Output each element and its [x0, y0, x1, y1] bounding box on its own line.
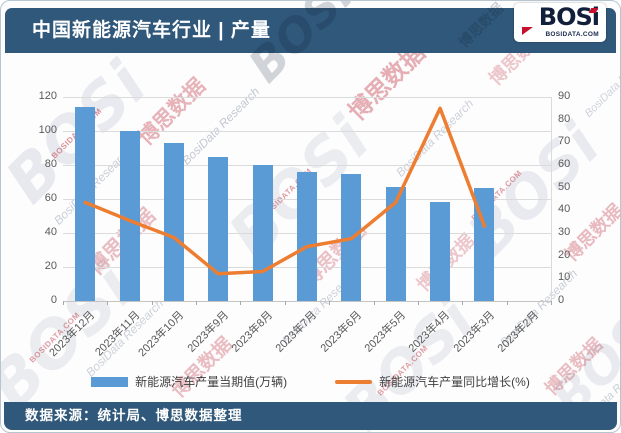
- legend-item-production: 新能源汽车产量当期值(万辆): [91, 373, 287, 390]
- x-axis-label: 2023年3月: [451, 309, 498, 355]
- legend: 新能源汽车产量当期值(万辆) 新能源汽车产量同比增长(%): [1, 373, 620, 390]
- left-axis-tick-label: 0: [50, 294, 57, 306]
- bar-item-2: [163, 142, 184, 301]
- x-axis-label: 2023年11月: [92, 309, 143, 359]
- right-axis-line: [551, 97, 552, 302]
- x-axis-tick: [373, 301, 375, 305]
- right-axis-tick-label: 30: [558, 226, 571, 238]
- logo-domain-text: BOSIDATA.COM: [545, 31, 599, 38]
- x-axis-label: 2023年12月: [47, 309, 98, 360]
- logo-red-triangle-icon: [522, 27, 533, 35]
- x-axis-tick: [240, 301, 242, 305]
- legend-item-growth: 新能源汽车产量同比增长(%): [335, 373, 530, 390]
- chart-title: 中国新能源汽车行业 | 产量: [32, 20, 271, 41]
- legend-line-swatch-icon: [335, 379, 373, 384]
- left-axis-tick-label: 100: [38, 124, 57, 136]
- footer-bar: 数据来源：统计局、博思数据整理: [4, 402, 617, 430]
- x-axis-label: 2023年10月: [136, 309, 187, 360]
- legend-bar-swatch-icon: [91, 376, 129, 387]
- x-axis-tick: [196, 301, 198, 305]
- right-axis-tick-label: 80: [558, 112, 571, 125]
- bosi-logo: BOSi BOSIDATA.COM: [514, 3, 606, 42]
- x-axis-tick: [284, 301, 286, 305]
- bar-item-3: [208, 156, 229, 301]
- gridline: [63, 131, 552, 132]
- x-axis-tick: [551, 301, 552, 305]
- bar-item-7: [385, 187, 406, 301]
- right-axis-tick-label: 20: [558, 248, 571, 261]
- x-axis-tick: [506, 301, 508, 305]
- left-axis-tick-label: 120: [38, 90, 57, 102]
- legend-label-growth: 新能源汽车产量同比增长(%): [379, 375, 530, 389]
- gridline: [63, 165, 552, 166]
- x-axis-label: 2023年4月: [407, 309, 453, 355]
- bar-item-5: [297, 171, 317, 301]
- x-axis-tick: [63, 301, 64, 305]
- bar-item-8: [430, 202, 451, 301]
- x-axis-label: 2023年9月: [185, 309, 231, 355]
- x-axis-label: 2023年7月: [273, 309, 320, 355]
- left-axis-tick-label: 20: [44, 260, 57, 272]
- bar-item-1: [119, 131, 140, 301]
- x-axis-tick: [417, 301, 419, 305]
- right-axis-tick-label: 90: [558, 90, 571, 102]
- left-axis-tick-label: 60: [44, 192, 57, 204]
- right-axis-tick-label: 0: [558, 294, 565, 306]
- x-axis-tick: [329, 301, 331, 305]
- growth-line: [83, 106, 487, 276]
- x-axis-tick: [462, 301, 464, 305]
- x-axis-label: 2023年5月: [362, 309, 409, 355]
- right-axis-tick-label: 10: [558, 271, 571, 284]
- right-axis-tick-label: 70: [558, 135, 571, 148]
- left-axis-tick-label: 40: [44, 226, 57, 238]
- x-axis-tick: [107, 301, 109, 305]
- gridline: [63, 301, 552, 302]
- gridline: [63, 97, 552, 98]
- right-axis-tick-label: 40: [558, 203, 571, 216]
- x-axis-label: 2023年6月: [318, 309, 364, 355]
- right-axis-tick-label: 50: [558, 180, 571, 193]
- x-axis-label: 2023年2月: [495, 309, 542, 355]
- x-axis-label: 2023年8月: [229, 309, 276, 355]
- x-axis-tick: [151, 301, 153, 305]
- left-axis-tick-label: 80: [44, 158, 57, 170]
- growth-line-chart: [83, 106, 487, 276]
- data-source-text: 数据来源：统计局、博思数据整理: [25, 408, 243, 423]
- right-axis-tick-label: 60: [558, 158, 571, 170]
- legend-label-production: 新能源汽车产量当期值(万辆): [135, 375, 288, 389]
